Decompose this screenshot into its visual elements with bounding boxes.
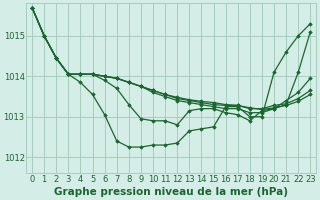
X-axis label: Graphe pression niveau de la mer (hPa): Graphe pression niveau de la mer (hPa) bbox=[54, 187, 288, 197]
